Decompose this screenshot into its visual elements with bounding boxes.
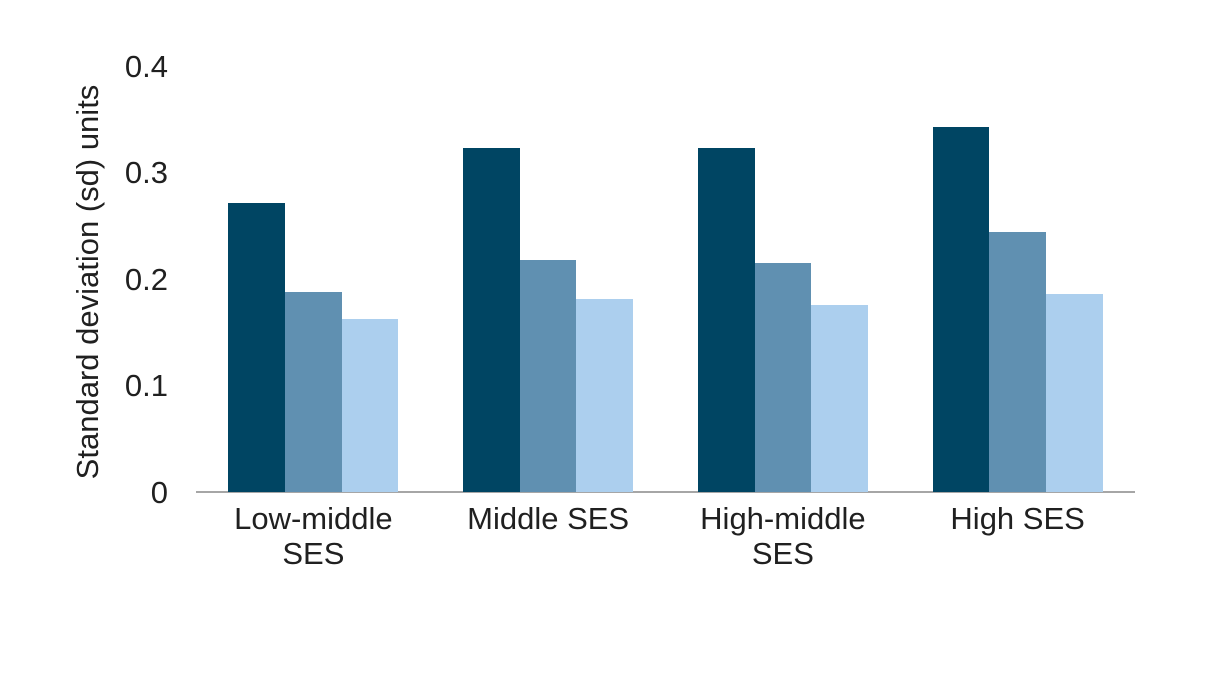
bar-light-blue xyxy=(576,299,634,492)
bar-dark-blue xyxy=(228,203,286,492)
bar-light-blue xyxy=(1045,293,1103,492)
x-axis-category-label: Middle SES xyxy=(467,501,630,536)
y-axis-title: Standard deviation (sd) units xyxy=(70,84,105,480)
x-axis-category-label: High-middle SES xyxy=(700,501,866,571)
bar-dark-blue xyxy=(932,126,990,492)
bar-medium-blue xyxy=(285,291,342,492)
bar-light-blue xyxy=(811,304,868,492)
y-tick-label: 0 xyxy=(150,474,168,510)
bar-dark-blue xyxy=(463,148,520,492)
y-tick-label: 0.4 xyxy=(124,48,168,84)
x-axis-category-label: High SES xyxy=(950,501,1085,536)
x-axis-line xyxy=(196,491,1135,493)
y-tick-label: 0.3 xyxy=(124,155,168,190)
bar-medium-blue xyxy=(989,232,1046,492)
bar-dark-blue xyxy=(697,148,755,492)
bar-medium-blue xyxy=(754,263,812,492)
y-tick-label: 0.2 xyxy=(124,261,168,297)
y-tick-label: 0.1 xyxy=(124,368,168,403)
x-axis-category-label: Low-middle SES xyxy=(234,501,393,571)
bar-light-blue xyxy=(341,319,399,492)
bar-medium-blue xyxy=(519,259,577,492)
